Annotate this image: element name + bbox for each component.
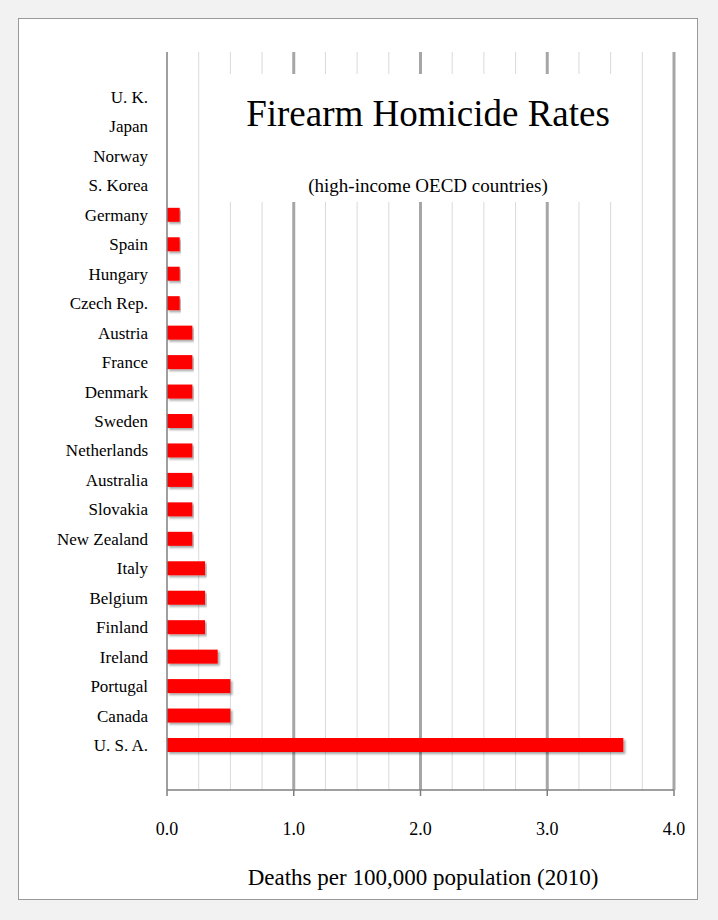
x-tick <box>673 790 675 796</box>
bar <box>167 620 205 634</box>
bars <box>167 208 623 752</box>
bar <box>167 591 205 605</box>
bar <box>167 650 218 664</box>
bar <box>167 502 192 516</box>
category-label: U. S. A. <box>94 736 148 755</box>
background <box>0 0 718 920</box>
grid-line <box>673 52 676 790</box>
title: Firearm Homicide Rates <box>246 93 610 134</box>
category-label: France <box>102 353 148 372</box>
bar <box>167 532 192 546</box>
category-label: Japan <box>109 117 148 136</box>
category-label: Sweden <box>94 412 148 431</box>
title-box <box>218 74 638 202</box>
category-label: Finland <box>96 618 148 637</box>
bar <box>167 414 192 428</box>
category-label: New Zealand <box>57 530 149 549</box>
chart: Firearm Homicide Rates (high-income OECD … <box>0 0 718 920</box>
category-label: Czech Rep. <box>70 294 148 313</box>
category-label: Spain <box>109 235 148 254</box>
category-label: Australia <box>86 471 149 490</box>
x-tick-label: 2.0 <box>409 819 432 839</box>
bar <box>167 296 180 310</box>
category-label: Hungary <box>89 265 149 284</box>
category-label: Portugal <box>90 677 148 696</box>
category-label: Denmark <box>85 383 149 402</box>
category-label: Ireland <box>100 648 149 667</box>
bar <box>167 679 230 693</box>
bar <box>167 267 180 281</box>
x-tick <box>293 790 295 796</box>
bar <box>167 738 623 752</box>
category-label: Italy <box>117 559 149 578</box>
category-label: Canada <box>97 707 148 726</box>
x-tick-label: 4.0 <box>663 819 686 839</box>
x-tick <box>420 790 422 796</box>
subtitle: (high-income OECD countries) <box>308 175 548 197</box>
category-label: Germany <box>85 206 149 225</box>
frame <box>19 19 698 900</box>
bar <box>167 355 192 369</box>
bar <box>167 385 192 399</box>
x-tick-label: 0.0 <box>156 819 179 839</box>
bar <box>167 237 180 251</box>
bar <box>167 326 192 340</box>
bar <box>167 561 205 575</box>
x-tick-label: 3.0 <box>536 819 559 839</box>
bar <box>167 473 192 487</box>
category-label: Netherlands <box>66 441 148 460</box>
category-label: Slovakia <box>89 500 149 519</box>
y-axis-line <box>166 52 168 790</box>
minor-grid-line <box>642 52 643 790</box>
category-label: S. Korea <box>89 176 149 195</box>
bar <box>167 208 180 222</box>
x-tick <box>547 790 549 796</box>
bar <box>167 443 192 457</box>
category-label: Norway <box>93 147 148 166</box>
bar <box>167 709 230 723</box>
category-label: Belgium <box>89 589 148 608</box>
x-tick <box>166 790 168 796</box>
x-axis-label: Deaths per 100,000 population (2010) <box>248 865 599 890</box>
x-tick-label: 1.0 <box>283 819 306 839</box>
category-label: U. K. <box>111 88 148 107</box>
category-label: Austria <box>98 324 149 343</box>
